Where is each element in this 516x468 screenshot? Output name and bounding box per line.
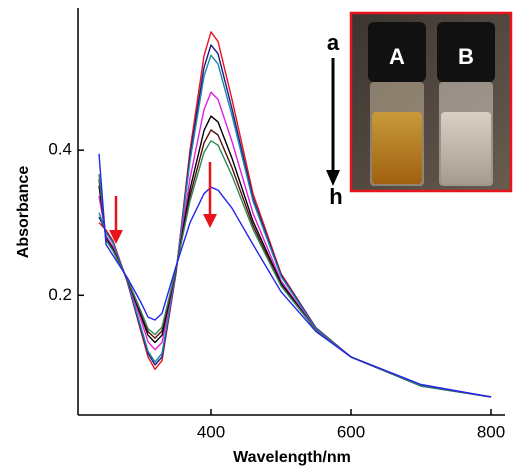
y-tick-label: 0.4 [48, 140, 72, 159]
spectrum-line [98, 153, 492, 398]
vial-solution [372, 112, 422, 184]
series-start-label: a [327, 30, 340, 55]
spectrum-line [98, 140, 492, 398]
vial-label: A [389, 44, 405, 69]
series-end-label: h [329, 184, 342, 209]
vial-cap [437, 22, 495, 82]
order-arrow-head [326, 170, 340, 186]
y-tick-label: 0.2 [48, 285, 72, 304]
y-axis-title: Absorbance [15, 166, 32, 259]
x-tick-label: 400 [197, 422, 225, 441]
vial-solution [441, 112, 491, 184]
inset-photo: A B [349, 11, 513, 193]
x-tick-label: 600 [337, 422, 365, 441]
x-axis-title: Wavelength/nm [233, 449, 351, 466]
trend-arrow-head [109, 230, 123, 244]
x-tick-label: 800 [477, 422, 505, 441]
vial-cap [368, 22, 426, 82]
trend-arrow-head [203, 214, 217, 228]
vial-label: B [458, 44, 474, 69]
